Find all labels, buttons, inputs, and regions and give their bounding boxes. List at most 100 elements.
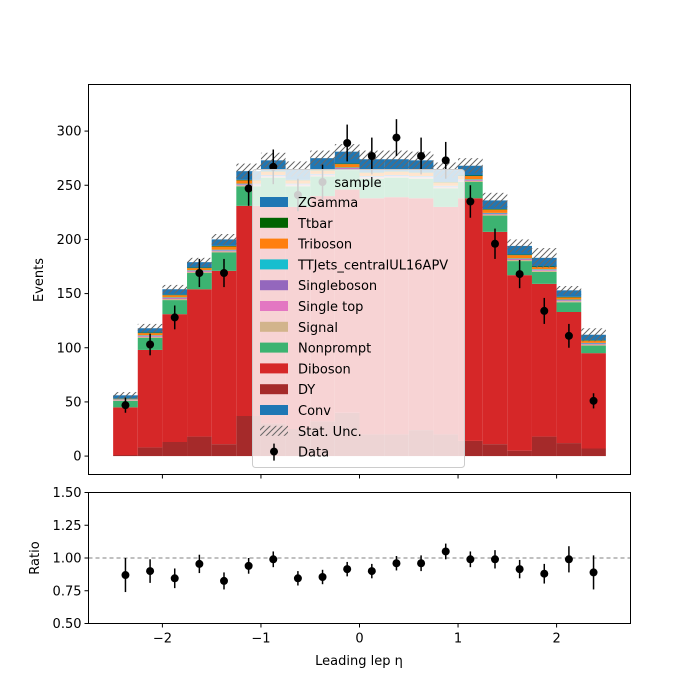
bar-single-top-17: [531, 270, 557, 271]
ratio-y-axis-label: Ratio: [28, 541, 43, 574]
data-point-0: [121, 401, 130, 410]
ratio-point-18: [564, 555, 573, 564]
bar-nonprompt-15: [482, 215, 508, 232]
data-point-16: [515, 270, 524, 279]
bar-ttbar-9: [334, 163, 360, 165]
ratio-x-tick-label-4: 2: [552, 632, 560, 647]
bar-diboson-4: [211, 270, 237, 445]
bar-ttbar-18: [556, 296, 582, 298]
bar-dy-4: [211, 444, 237, 457]
data-point-12: [417, 152, 426, 160]
ratio-point-10: [367, 567, 376, 576]
stat-unc-18: [556, 286, 582, 295]
main-y-tick-label-1: 50: [65, 395, 82, 410]
ratio-point-7: [293, 574, 302, 583]
bar-dy-3: [187, 436, 212, 457]
bar-triboson-14: [458, 176, 483, 180]
stat-unc-19: [581, 328, 606, 342]
bar-dy-16: [507, 450, 532, 457]
bar-ttjets-centralul16apv-9: [334, 167, 360, 168]
bar-singleboson-15: [482, 213, 508, 214]
legend-swatch-4: [260, 280, 288, 291]
ratio-y-tick-label-0: 0.50: [53, 617, 82, 632]
ratio-point-0: [121, 571, 130, 580]
bar-triboson-19: [581, 340, 606, 343]
bar-triboson-16: [507, 255, 532, 259]
bar-singleboson-14: [458, 179, 483, 181]
legend-frame: [252, 169, 465, 468]
main-y-tick-label-5: 250: [57, 179, 82, 194]
ratio-point-16: [515, 565, 524, 574]
ratio-point-17: [540, 569, 549, 578]
bar-dy-15: [482, 444, 508, 457]
bar-triboson-18: [556, 297, 582, 300]
stat-unc-15: [482, 192, 508, 208]
data-point-18: [564, 331, 573, 340]
legend-label-12: Data: [298, 446, 329, 461]
bar-signal-2: [162, 299, 188, 301]
bar-ttbar-16: [507, 254, 532, 256]
ratio-x-tick-label-3: 1: [454, 632, 462, 647]
legend-label-3: TTJets_centralUL16APV: [297, 258, 448, 273]
main-x-ticks: [161, 474, 558, 479]
bar-ttbar-1: [137, 332, 163, 334]
bar-ttjets-centralul16apv-15: [482, 212, 508, 214]
main-y-tick-label-0: 0: [73, 450, 81, 465]
stat-unc-14: [458, 158, 483, 174]
legend-swatch-1: [260, 217, 288, 228]
bar-dy-19: [581, 448, 606, 457]
stat-unc-1: [137, 323, 163, 333]
legend-label-7: Nonprompt: [298, 342, 371, 357]
legend: sample ZGamma Ttbar Triboson TTJets_central…: [252, 169, 465, 468]
data-point-2: [170, 313, 179, 322]
bar-single-top-18: [556, 300, 582, 302]
ratio-y-tick-label-3: 1.25: [53, 519, 82, 534]
ratio-point-13: [441, 547, 450, 556]
bar-single-top-2: [162, 298, 188, 299]
bar-nonprompt-19: [581, 345, 606, 354]
ratio-point-9: [343, 565, 352, 574]
ratio-point-14: [466, 555, 475, 564]
bar-singleboson-19: [581, 343, 606, 344]
bar-triboson-9: [334, 164, 360, 168]
bar-singleboson-4: [211, 250, 237, 251]
legend-label-1: Ttbar: [297, 217, 333, 232]
bar-nonprompt-17: [531, 271, 557, 284]
bar-triboson-15: [482, 209, 508, 213]
bar-single-top-9: [334, 168, 360, 169]
legend-label-11: Stat. Unc.: [298, 425, 362, 440]
bar-diboson-16: [507, 275, 532, 451]
legend-marker-12: [270, 447, 278, 456]
legend-label-6: Signal: [298, 321, 338, 336]
ratio-point-11: [392, 559, 401, 568]
bar-dy-0: [113, 455, 138, 457]
bar-diboson-1: [137, 349, 163, 448]
main-y-tick-label-3: 150: [57, 287, 82, 302]
ratio-point-3: [195, 559, 204, 568]
bar-single-top-4: [211, 250, 237, 252]
stat-unc-2: [162, 284, 188, 294]
bar-single-top-16: [507, 259, 532, 260]
bar-nonprompt-18: [556, 302, 582, 312]
bar-ttjets-centralul16apv-19: [581, 342, 606, 344]
bar-diboson-2: [162, 314, 188, 442]
ratio-point-6: [269, 555, 278, 564]
bar-dy-17: [531, 436, 557, 457]
legend-label-10: Conv: [298, 404, 331, 419]
bar-signal-18: [556, 301, 582, 303]
ratio-x-ticks: −2 −1 0 1 2: [153, 623, 561, 647]
main-y-axis-label: Events: [32, 258, 47, 302]
bar-dy-2: [162, 442, 188, 457]
ratio-point-19: [589, 568, 598, 577]
bar-signal-14: [458, 180, 483, 182]
bar-triboson-4: [211, 246, 237, 250]
legend-swatch-0: [260, 197, 288, 207]
main-y-tick-label-6: 300: [57, 125, 82, 140]
stat-unc-17: [531, 248, 557, 268]
main-y-tick-label-2: 100: [57, 341, 82, 356]
bar-signal-15: [482, 214, 508, 216]
bar-dy-1: [137, 447, 163, 457]
legend-label-2: Triboson: [297, 238, 352, 253]
legend-swatch-8: [260, 363, 288, 374]
legend-swatch-3: [260, 259, 288, 270]
